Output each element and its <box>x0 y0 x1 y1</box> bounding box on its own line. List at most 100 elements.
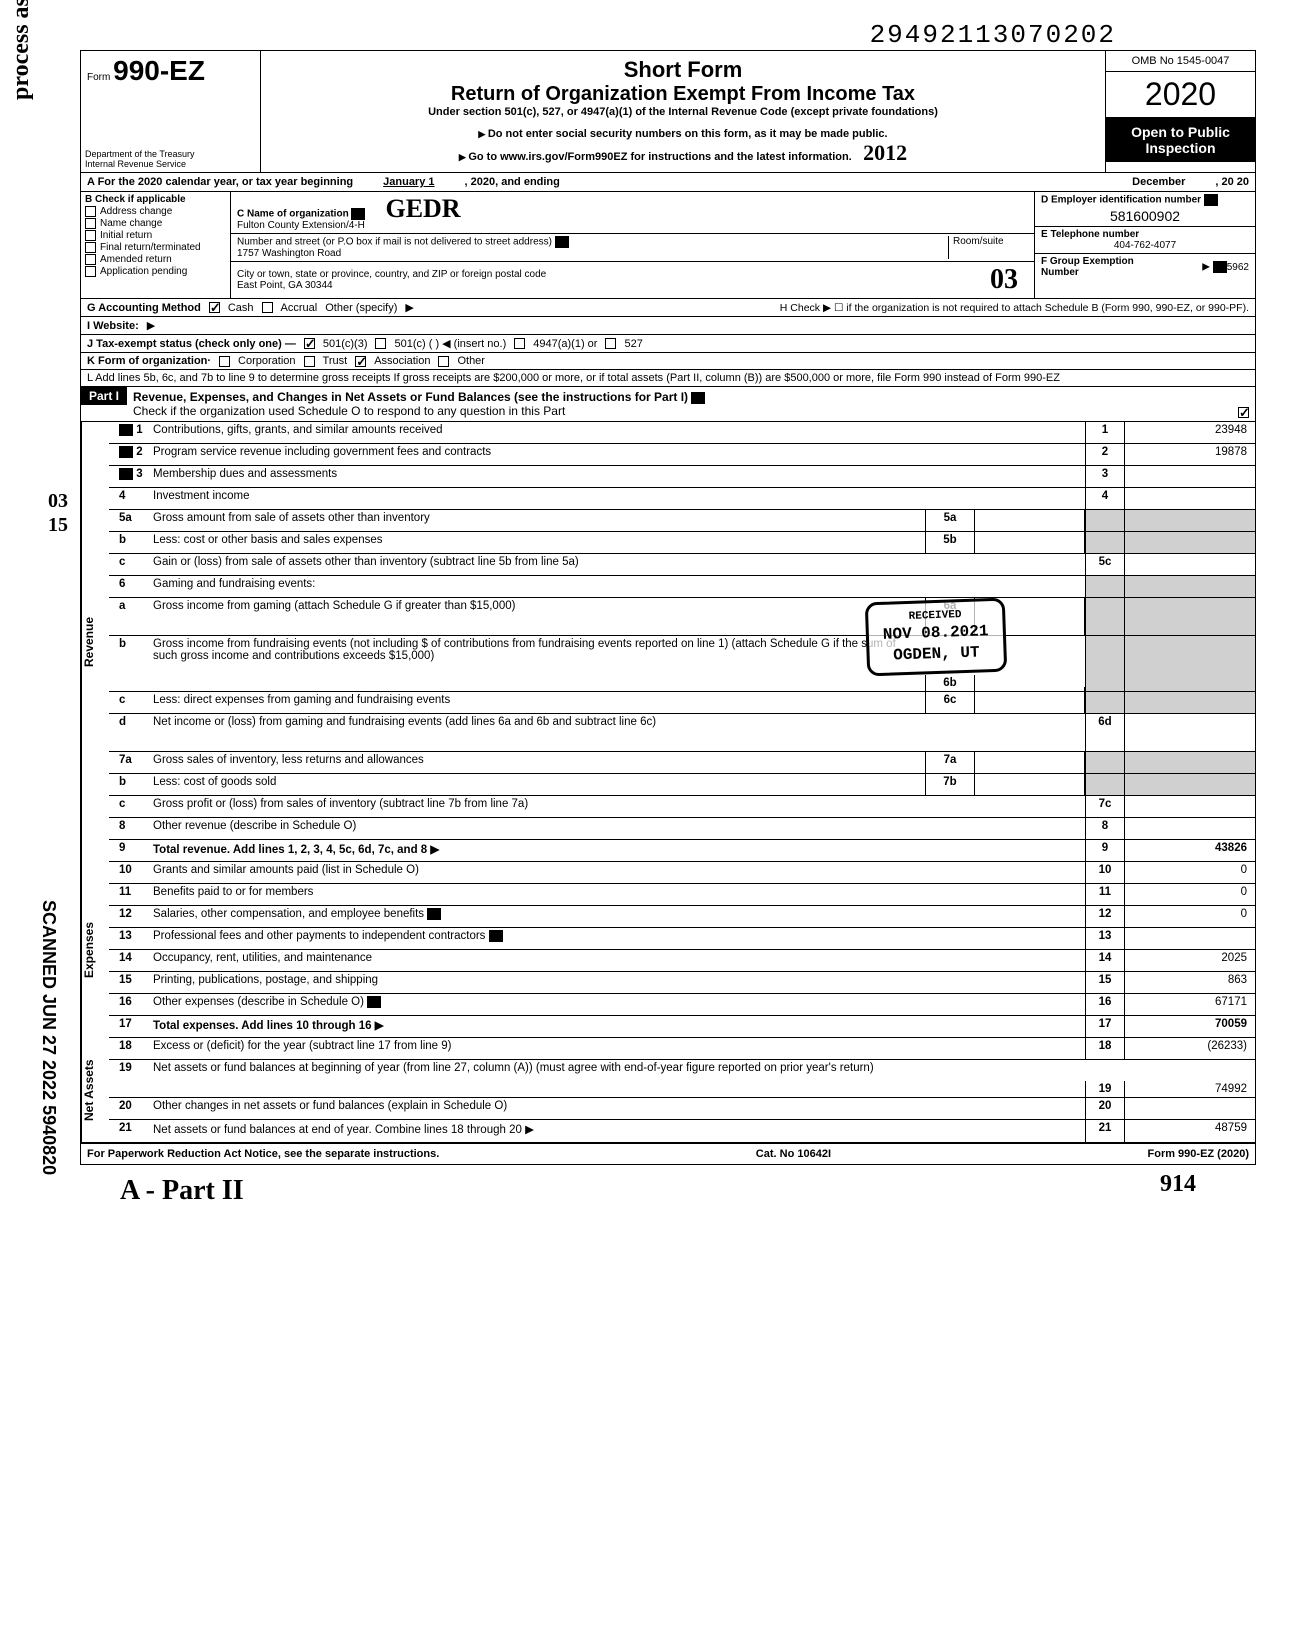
label-i: I Website: <box>87 320 139 332</box>
city-value: East Point, GA 30344 <box>237 280 333 291</box>
part1-label: Part I <box>81 387 127 405</box>
ln18-rn: 18 <box>1085 1038 1125 1059</box>
open-to-public: Open to Public Inspection <box>1106 118 1255 162</box>
row-a-end-year: , 20 20 <box>1215 176 1249 188</box>
ln16-desc: Other expenses (describe in Schedule O) <box>153 996 364 1008</box>
chk-501c[interactable] <box>375 338 386 349</box>
ln13-rv <box>1125 928 1255 949</box>
ln7b-mn: 7b <box>925 774 975 795</box>
footer-right: Form 990-EZ (2020) <box>1148 1148 1249 1160</box>
help-icon <box>1213 261 1227 273</box>
ln6a-desc: Gross income from gaming (attach Schedul… <box>149 598 925 635</box>
ln6d-desc: Net income or (loss) from gaming and fun… <box>149 714 1085 751</box>
ln7b-rv-shaded <box>1125 774 1255 795</box>
chk-4947[interactable] <box>514 338 525 349</box>
ln5c-rv <box>1125 554 1255 575</box>
part1-subtitle: Check if the organization used Schedule … <box>133 404 565 418</box>
ln5b-mn: 5b <box>925 532 975 553</box>
ln9-rv: 43826 <box>1125 840 1255 861</box>
ln5b-rn-shaded <box>1085 532 1125 553</box>
ln13-rn: 13 <box>1085 928 1125 949</box>
ln20-num: 20 <box>109 1098 149 1119</box>
ln8-desc: Other revenue (describe in Schedule O) <box>149 818 1085 839</box>
ln6b-rn-shaded <box>1085 636 1125 691</box>
ln6c-mn: 6c <box>925 692 975 713</box>
ln11-desc: Benefits paid to or for members <box>149 884 1085 905</box>
row-h-text: H Check ▶ ☐ if the organization is not r… <box>780 302 1249 314</box>
ln4-num: 4 <box>109 488 149 509</box>
lbl-final-return: Final return/terminated <box>100 242 201 253</box>
ln17-rv: 70059 <box>1125 1016 1255 1037</box>
ln7a-desc: Gross sales of inventory, less returns a… <box>149 752 925 773</box>
chk-initial-return[interactable] <box>85 230 96 241</box>
handwritten-year: 2012 <box>863 140 907 165</box>
ln14-desc: Occupancy, rent, utilities, and maintena… <box>149 950 1085 971</box>
ln7b-num: b <box>109 774 149 795</box>
ln3-desc: Membership dues and assessments <box>149 466 1085 487</box>
tax-year: 2020 <box>1106 72 1255 118</box>
chk-pending[interactable] <box>85 266 96 277</box>
ln6c-num: c <box>109 692 149 713</box>
ln6a-rn-shaded <box>1085 598 1125 635</box>
chk-corp[interactable] <box>219 356 230 367</box>
chk-527[interactable] <box>605 338 616 349</box>
ln5b-rv-shaded <box>1125 532 1255 553</box>
footer-mid: Cat. No 10642I <box>756 1148 831 1160</box>
ln7c-rn: 7c <box>1085 796 1125 817</box>
chk-other-org[interactable] <box>438 356 449 367</box>
room-suite-label: Room/suite <box>948 236 1028 259</box>
scanned-stamp-vertical: SCANNED JUN 27 2022 5940820 <box>38 900 59 1175</box>
ln21-rn: 21 <box>1085 1120 1125 1142</box>
ln21-num: 21 <box>109 1120 149 1142</box>
ln20-rv <box>1125 1098 1255 1119</box>
ln2-num: 2 <box>136 446 142 458</box>
ln6c-rn-shaded <box>1085 692 1125 713</box>
ln1-desc: Contributions, gifts, grants, and simila… <box>149 422 1085 443</box>
chk-address-change[interactable] <box>85 206 96 217</box>
lbl-initial-return: Initial return <box>100 230 152 241</box>
lbl-cash: Cash <box>228 302 254 314</box>
ln18-desc: Excess or (deficit) for the year (subtra… <box>149 1038 1085 1059</box>
ln8-rn: 8 <box>1085 818 1125 839</box>
ln6-rv-shaded <box>1125 576 1255 597</box>
chk-name-change[interactable] <box>85 218 96 229</box>
ln5c-num: c <box>109 554 149 575</box>
row-l-instructions: L Add lines 5b, 6c, and 7b to line 9 to … <box>81 370 1255 387</box>
ln4-desc: Investment income <box>149 488 1085 509</box>
footer-left: For Paperwork Reduction Act Notice, see … <box>87 1148 439 1160</box>
ln6b-num: b <box>109 636 149 691</box>
ln7c-rv <box>1125 796 1255 817</box>
chk-amended[interactable] <box>85 254 96 265</box>
ln11-num: 11 <box>109 884 149 905</box>
col-c-org-info: C Name of organization Fulton County Ext… <box>231 192 1035 298</box>
chk-schedule-o-part1[interactable] <box>1238 407 1249 418</box>
ln5a-mv <box>975 510 1085 531</box>
chk-cash[interactable] <box>209 302 220 313</box>
ln17-num: 17 <box>109 1016 149 1037</box>
ln5a-rv-shaded <box>1125 510 1255 531</box>
chk-final-return[interactable] <box>85 242 96 253</box>
ln7c-desc: Gross profit or (loss) from sales of inv… <box>149 796 1085 817</box>
lbl-other-method: Other (specify) <box>325 302 397 314</box>
side-label-expenses: Expenses <box>81 862 109 1038</box>
help-icon <box>351 208 365 220</box>
label-b: B Check if applicable <box>85 194 226 205</box>
dept-treasury: Department of the Treasury Internal Reve… <box>85 150 195 170</box>
help-icon <box>119 446 133 458</box>
ln7b-rn-shaded <box>1085 774 1125 795</box>
ln7a-rv-shaded <box>1125 752 1255 773</box>
chk-501c3[interactable] <box>304 338 315 349</box>
ln10-desc: Grants and similar amounts paid (list in… <box>149 862 1085 883</box>
ln12-num: 12 <box>109 906 149 927</box>
ln6c-rv-shaded <box>1125 692 1255 713</box>
ln5b-mv <box>975 532 1085 553</box>
ln20-rn: 20 <box>1085 1098 1125 1119</box>
chk-trust[interactable] <box>304 356 315 367</box>
ln7b-desc: Less: cost of goods sold <box>149 774 925 795</box>
chk-accrual[interactable] <box>262 302 273 313</box>
row-i-website: I Website: ▶ <box>81 317 1255 335</box>
street-value: 1757 Washington Road <box>237 248 341 259</box>
ln4-rv <box>1125 488 1255 509</box>
lbl-association: Association <box>374 355 430 367</box>
chk-association[interactable] <box>355 356 366 367</box>
